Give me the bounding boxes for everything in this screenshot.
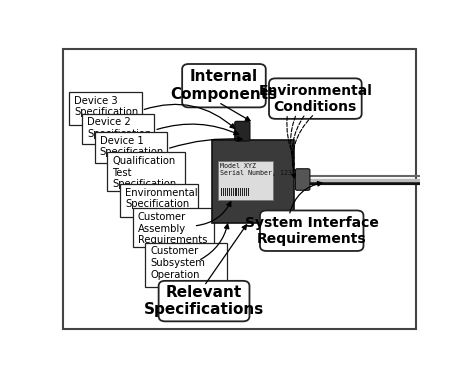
FancyBboxPatch shape xyxy=(107,153,185,191)
Text: Customer
Subsystem
Operation: Customer Subsystem Operation xyxy=(150,247,205,280)
Bar xyxy=(225,188,226,196)
FancyBboxPatch shape xyxy=(159,281,249,322)
FancyBboxPatch shape xyxy=(69,92,142,125)
Text: Qualification
Test
Specification: Qualification Test Specification xyxy=(112,156,177,189)
Bar xyxy=(248,188,249,196)
Bar xyxy=(223,188,224,196)
Bar xyxy=(235,188,237,196)
FancyBboxPatch shape xyxy=(260,210,363,251)
Bar xyxy=(238,188,239,196)
Bar xyxy=(244,188,245,196)
FancyBboxPatch shape xyxy=(182,64,266,107)
Text: System Interface
Requirements: System Interface Requirements xyxy=(245,216,379,246)
FancyBboxPatch shape xyxy=(145,243,226,288)
Text: Environmental
Conditions: Environmental Conditions xyxy=(258,84,372,114)
Bar xyxy=(229,188,230,196)
Text: Internal
Components: Internal Components xyxy=(170,69,277,102)
FancyBboxPatch shape xyxy=(269,78,361,119)
Text: Customer
Assembly
Requirements: Customer Assembly Requirements xyxy=(138,212,207,245)
FancyBboxPatch shape xyxy=(218,161,273,200)
Bar xyxy=(231,188,232,196)
Bar xyxy=(233,188,234,196)
FancyBboxPatch shape xyxy=(63,49,416,329)
Text: Device 3
Specification: Device 3 Specification xyxy=(74,95,139,117)
Text: Device 2
Specification: Device 2 Specification xyxy=(87,117,151,139)
FancyBboxPatch shape xyxy=(94,132,167,163)
Bar xyxy=(227,188,228,196)
FancyBboxPatch shape xyxy=(212,140,294,223)
FancyBboxPatch shape xyxy=(296,169,310,190)
Text: Environmental
Specification: Environmental Specification xyxy=(125,188,198,209)
Bar xyxy=(221,188,222,196)
FancyBboxPatch shape xyxy=(235,122,250,141)
FancyBboxPatch shape xyxy=(82,114,154,144)
Text: Model XYZ
Serial Number, 1234: Model XYZ Serial Number, 1234 xyxy=(220,163,296,176)
FancyBboxPatch shape xyxy=(120,184,198,217)
Text: Relevant
Specifications: Relevant Specifications xyxy=(144,285,264,317)
Bar xyxy=(246,188,247,196)
FancyBboxPatch shape xyxy=(133,209,214,247)
Bar xyxy=(240,188,241,196)
Text: Device 1
Specification: Device 1 Specification xyxy=(99,136,164,157)
